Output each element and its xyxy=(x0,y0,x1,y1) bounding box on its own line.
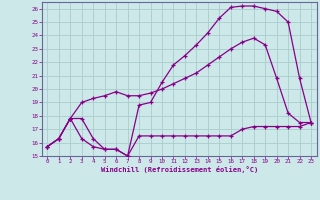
X-axis label: Windchill (Refroidissement éolien,°C): Windchill (Refroidissement éolien,°C) xyxy=(100,166,258,173)
